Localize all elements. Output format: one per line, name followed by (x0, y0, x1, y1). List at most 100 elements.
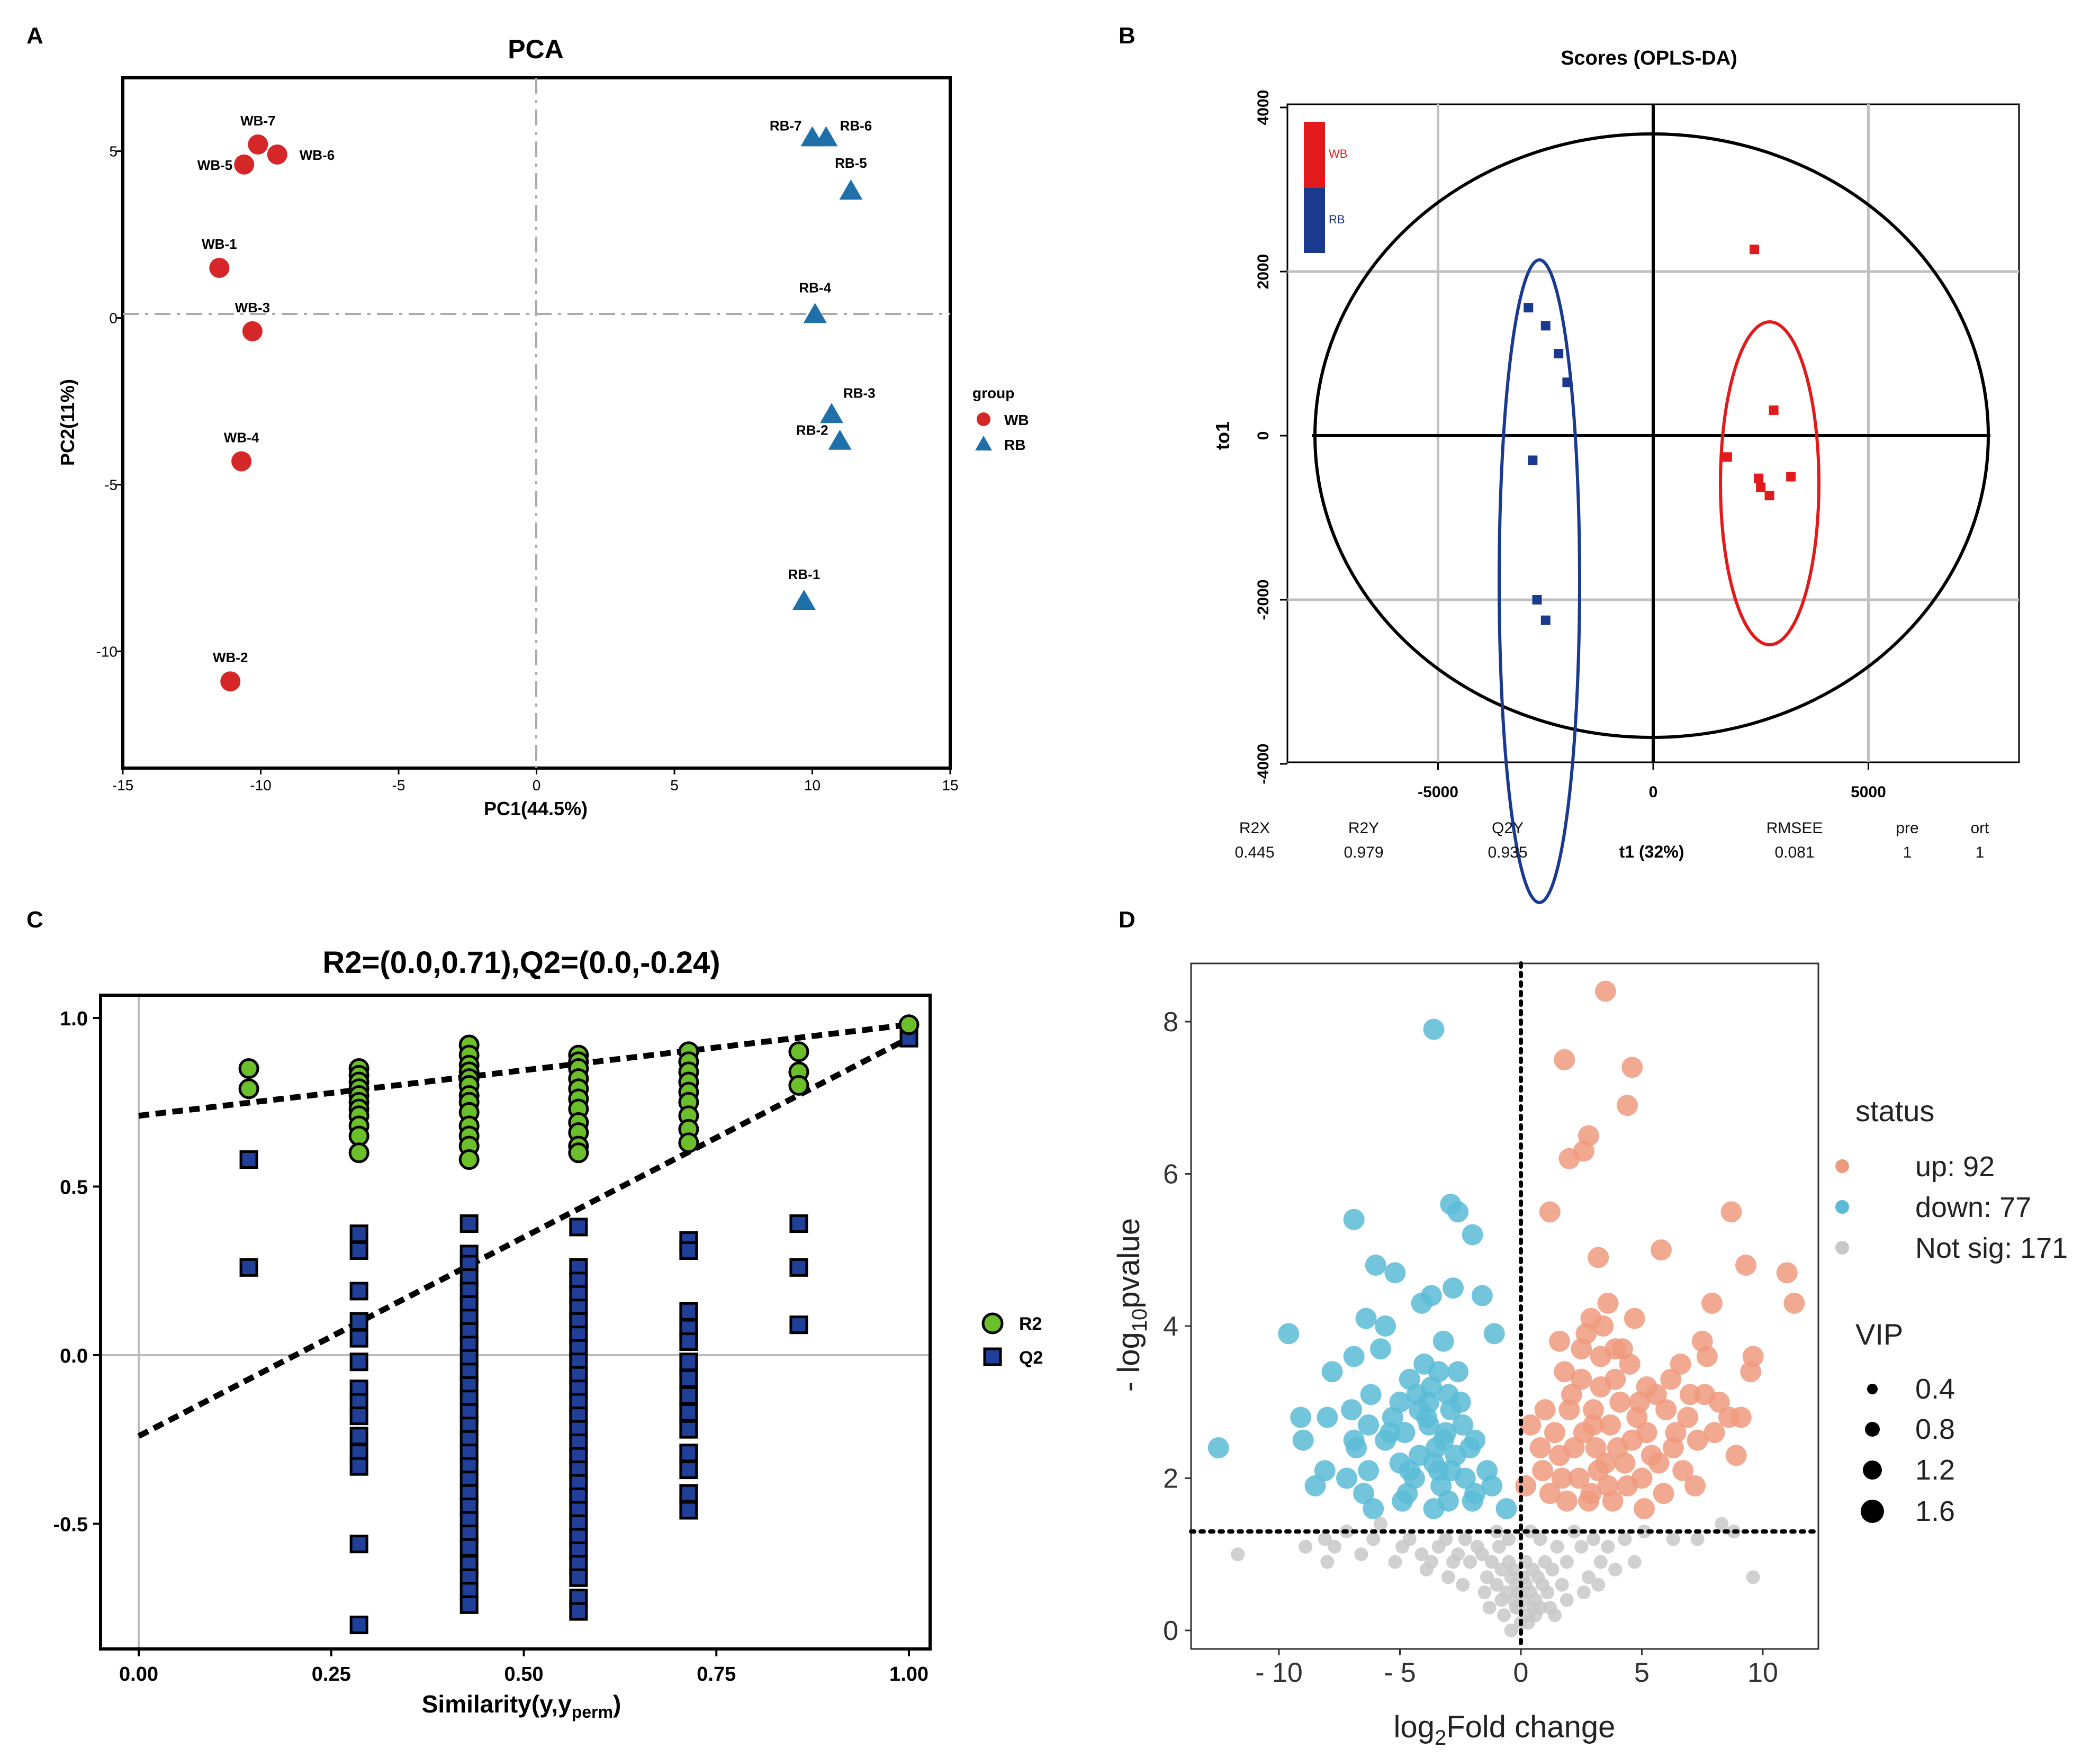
pca-legend-wb-label: WB (1004, 412, 1029, 428)
volcano-point-up (1571, 1368, 1592, 1390)
pca-legend: group WB RB (972, 385, 1029, 453)
permutation-x-tick-label: 0.50 (504, 1663, 544, 1685)
volcano-point-not-sig (1574, 1539, 1589, 1554)
volcano-point-not-sig (1560, 1593, 1574, 1607)
permutation-regression-line-r2 (138, 1022, 909, 1119)
permutation-legend-q2-label: Q2 (1019, 1348, 1043, 1368)
volcano-point-up (1549, 1330, 1571, 1352)
pca-point-wb-6 (267, 144, 287, 165)
volcano-point-down (1343, 1209, 1365, 1230)
pca-x-tick-label: -5 (392, 777, 405, 794)
volcano-point-down (1355, 1308, 1377, 1329)
volcano-point-not-sig (1494, 1593, 1509, 1607)
volcano-point-down (1423, 1018, 1445, 1040)
permutation-point-q2 (349, 1329, 368, 1348)
volcano-point-down (1336, 1467, 1357, 1489)
pca-point-label: WB-5 (197, 157, 232, 173)
volcano-point-not-sig (1545, 1563, 1560, 1576)
volcano-point-down (1430, 1475, 1452, 1496)
volcano-point-down (1304, 1475, 1326, 1496)
volcano-point-up (1551, 1467, 1573, 1489)
oplsda-point-rb (1540, 321, 1551, 331)
volcano-point-up (1725, 1445, 1747, 1466)
volcano-point-not-sig (1318, 1532, 1332, 1546)
oplsda-y-label: to1 (1212, 421, 1233, 450)
volcano-point-down (1447, 1361, 1469, 1383)
pca-points: WB-7 WB-6 WB-5 WB-1 WB-3 WB-4 WB-2 RB-7 RB-6 RB-5… (197, 113, 876, 692)
volcano-point-up (1611, 1338, 1633, 1360)
volcano-point-not-sig (1504, 1624, 1518, 1637)
volcano-point-up (1660, 1368, 1682, 1390)
volcano-point-down (1452, 1414, 1474, 1436)
volcano-point-up (1609, 1391, 1631, 1413)
oplsda-y-tick-label: 2000 (1255, 254, 1272, 290)
volcano-legend-vip-marker-1 (1867, 1384, 1878, 1394)
permutation-legend-r2-marker (981, 1312, 1004, 1335)
volcano-point-down (1462, 1490, 1483, 1512)
volcano-point-up (1600, 1414, 1621, 1436)
volcano-point-up (1628, 1391, 1650, 1413)
pca-point-rb-5 (839, 179, 863, 200)
stats-header-pre: pre (1896, 819, 1918, 837)
volcano-point-not-sig (1388, 1555, 1402, 1569)
volcano-point-not-sig (1366, 1532, 1381, 1546)
permutation-point-q2 (349, 1353, 368, 1372)
permutation-point-q2 (679, 1420, 698, 1439)
volcano-point-not-sig (1526, 1600, 1540, 1615)
volcano-point-up (1544, 1422, 1565, 1444)
volcano-point-down (1432, 1330, 1454, 1352)
permutation-point-q2 (459, 1595, 479, 1614)
volcano-legend-vip-label-3: 1.2 (1915, 1454, 1955, 1486)
permutation-y-tick-label: -0.5 (53, 1514, 88, 1536)
volcano-point-up (1684, 1475, 1706, 1496)
volcano-legend: status up: 92 down: 77 Not sig: 171 VIP … (1835, 1094, 2068, 1527)
volcano-point-up (1670, 1353, 1691, 1375)
volcano-point-down (1365, 1255, 1386, 1276)
volcano-y-tick-label: 6 (1163, 1159, 1178, 1190)
volcano-x-tick-label: - 5 (1384, 1657, 1416, 1688)
volcano-point-up (1617, 1095, 1638, 1116)
volcano-point-down (1384, 1262, 1406, 1284)
volcano-point-not-sig (1451, 1547, 1465, 1562)
volcano-legend-vip-title: VIP (1855, 1318, 1903, 1351)
permutation-point-q2 (679, 1501, 698, 1520)
volcano-legend-down-label: down: 77 (1915, 1192, 2031, 1223)
volcano-point-not-sig (1511, 1585, 1526, 1600)
oplsda-point-rb (1540, 615, 1551, 625)
volcano-point-up (1529, 1437, 1551, 1458)
oplsda-legend-rb-swatch (1304, 188, 1325, 253)
volcano-point-up (1672, 1460, 1694, 1482)
permutation-x-tick-label: 0.75 (697, 1663, 736, 1685)
oplsda-stats-table: R2X 0.445 R2Y 0.979 Q2Y 0.935 RMSEE 0.08… (1234, 819, 1989, 861)
volcano-point-down (1411, 1292, 1432, 1314)
volcano-point-down (1495, 1498, 1517, 1519)
oplsda-y-tick-label: 0 (1255, 431, 1272, 440)
volcano-point-down (1443, 1277, 1464, 1299)
volcano-point-down (1418, 1391, 1440, 1413)
volcano-point-up (1696, 1346, 1718, 1367)
pca-point-label: WB-2 (213, 650, 248, 665)
pca-point-label: RB-3 (843, 385, 876, 401)
volcano-x-label-log: log (1394, 1710, 1435, 1744)
volcano-point-down (1314, 1460, 1336, 1482)
pca-legend-wb-marker (977, 412, 990, 426)
oplsda-legend-wb-swatch (1304, 122, 1325, 188)
pca-x-tick-label: 10 (804, 777, 821, 794)
pca-point-rb-3 (819, 403, 843, 423)
volcano-point-not-sig (1414, 1547, 1429, 1562)
volcano-point-up (1655, 1399, 1677, 1421)
volcano-point-up (1624, 1308, 1645, 1329)
oplsda-point-rb (1532, 595, 1542, 605)
volcano-point-up (1520, 1414, 1542, 1436)
volcano-point-down (1343, 1429, 1365, 1451)
oplsda-y-tick-label: -4000 (1255, 744, 1272, 785)
volcano-point-up (1594, 980, 1616, 1002)
volcano-point-up (1556, 1490, 1578, 1512)
pca-point-rb-4 (803, 303, 827, 323)
stats-header-ort: ort (1970, 819, 1989, 837)
panel-c-permutation: C R2=(0.0,0.71),Q2=(0.0,-0.24) 0.00 0.25 0… (26, 907, 1043, 1721)
permutation-y-tick-label: 1.0 (60, 1008, 88, 1030)
oplsda-y-tick-label: 4000 (1255, 90, 1272, 125)
volcano-point-not-sig (1560, 1555, 1574, 1569)
